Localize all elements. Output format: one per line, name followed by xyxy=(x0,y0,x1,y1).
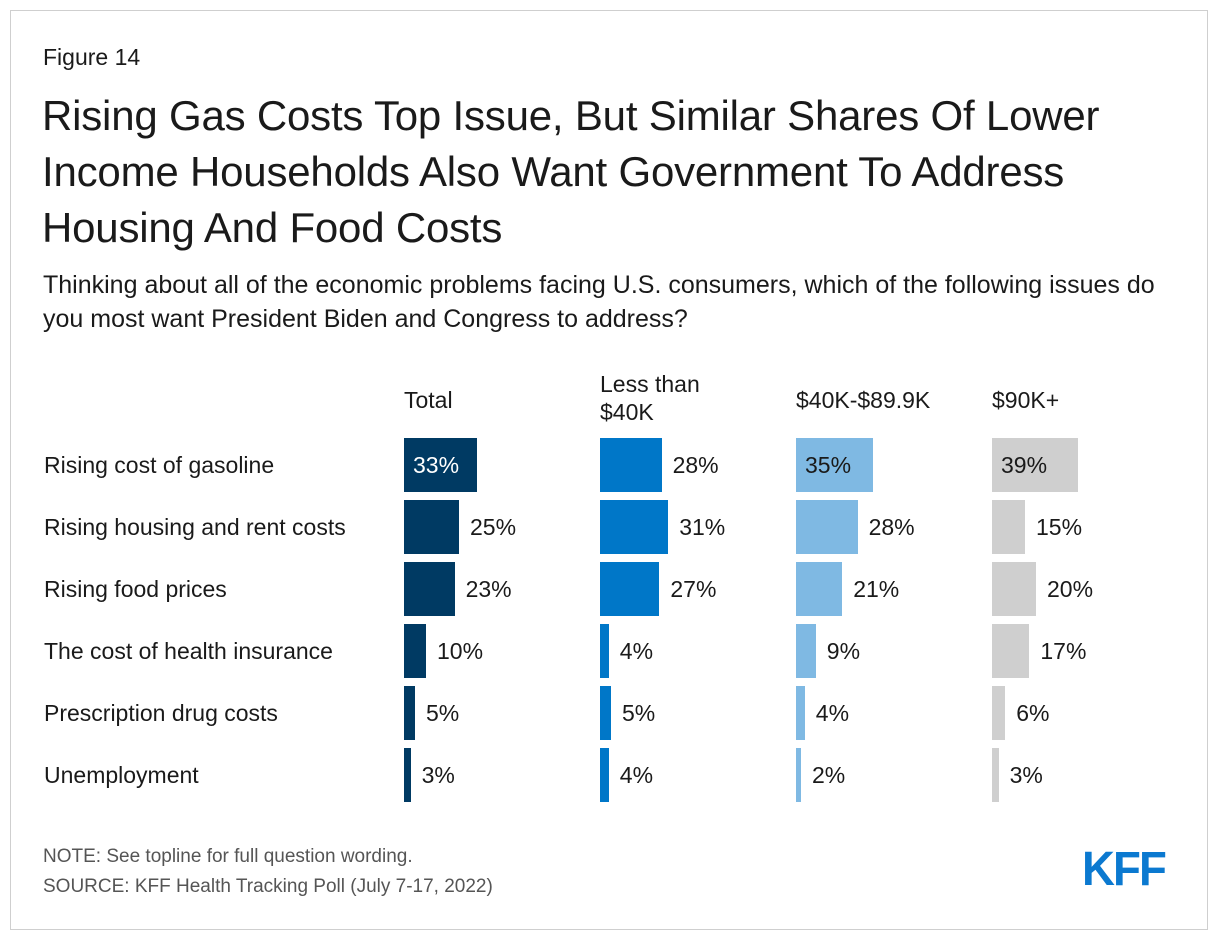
data-label: 5% xyxy=(426,700,460,726)
bar xyxy=(404,624,426,678)
data-label: 28% xyxy=(672,452,719,478)
bar xyxy=(796,686,805,740)
bar xyxy=(404,748,411,802)
category-label: Prescription drug costs xyxy=(44,700,278,726)
bar xyxy=(404,500,459,554)
bar xyxy=(992,438,1078,492)
data-label: 39% xyxy=(1001,452,1048,478)
column-header: Less than $40K xyxy=(600,371,700,425)
source-text: SOURCE: KFF Health Tracking Poll (July 7… xyxy=(43,876,493,897)
data-label: 6% xyxy=(1016,700,1050,726)
category-label: Unemployment xyxy=(44,762,199,788)
column-header: Total xyxy=(404,387,453,413)
bar xyxy=(600,438,662,492)
data-label: 4% xyxy=(815,700,850,726)
bar xyxy=(600,500,669,554)
bar xyxy=(600,562,660,616)
bar xyxy=(796,562,843,616)
bar xyxy=(404,686,415,740)
bar xyxy=(404,562,455,616)
bar xyxy=(404,438,477,492)
data-label: 28% xyxy=(868,514,915,540)
data-label: 27% xyxy=(670,576,717,602)
bar xyxy=(796,748,801,802)
bar xyxy=(992,686,1006,740)
chart-subtitle: Thinking about all of the economic probl… xyxy=(43,271,1155,333)
bar xyxy=(796,624,816,678)
bar xyxy=(992,748,999,802)
bar xyxy=(992,562,1036,616)
note-text: NOTE: See topline for full question word… xyxy=(43,846,413,867)
data-label: 3% xyxy=(1009,762,1043,788)
bar xyxy=(600,748,609,802)
data-label: 21% xyxy=(853,576,900,602)
category-label: Rising food prices xyxy=(44,576,227,602)
data-label: 10% xyxy=(437,638,484,664)
data-label: 9% xyxy=(826,638,861,664)
data-label: 20% xyxy=(1047,576,1094,602)
column-header: $40K-$89.9K xyxy=(796,387,931,413)
data-label: 35% xyxy=(805,452,852,478)
category-label: The cost of health insurance xyxy=(44,638,333,664)
bar xyxy=(600,686,611,740)
data-label: 4% xyxy=(619,638,654,664)
data-label: 17% xyxy=(1040,638,1087,664)
bar xyxy=(992,500,1025,554)
data-label: 31% xyxy=(679,514,726,540)
chart-title: Rising Gas Costs Top Issue, But Similar … xyxy=(42,92,1100,251)
data-label: 3% xyxy=(421,762,455,788)
data-label: 4% xyxy=(619,762,654,788)
data-label: 33% xyxy=(413,452,460,478)
bar xyxy=(992,624,1030,678)
category-label: Rising housing and rent costs xyxy=(44,514,346,540)
figure-label: Figure 14 xyxy=(43,44,141,70)
column-header: $90K+ xyxy=(992,387,1060,413)
bar xyxy=(600,624,609,678)
data-label: 15% xyxy=(1036,514,1083,540)
data-label: 23% xyxy=(465,576,512,602)
data-label: 25% xyxy=(470,514,517,540)
kff-logo: KFF xyxy=(1082,843,1167,896)
data-label: 2% xyxy=(812,762,846,788)
bar xyxy=(796,438,873,492)
category-label: Rising cost of gasoline xyxy=(44,452,275,478)
data-label: 5% xyxy=(622,700,656,726)
bar xyxy=(796,500,858,554)
